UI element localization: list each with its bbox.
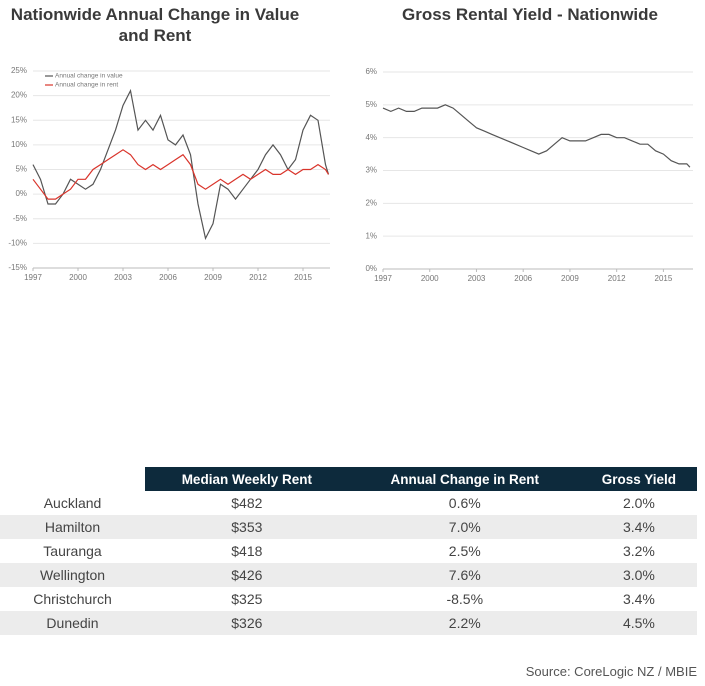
table-cell: $418 [231,543,263,559]
row-label: Wellington [0,563,145,587]
table-cell: $326 [145,611,349,635]
table-cell: $325 [231,591,263,607]
x-tick-label: 2003 [468,274,486,283]
data-line [32,88,330,241]
x-tick-label: 1997 [374,274,392,283]
table-cell: $426 [145,563,349,587]
table-cell: 2.2% [348,611,581,635]
charts: -15% -10% -5% 0% 5% 10% 15% 20% 25% 1997 2000 2003 2… [8,66,693,283]
y-tick-label: 0% [365,264,377,273]
table-row: Auckland $482 0.6% 2.0% [0,491,697,515]
x-tick-label: 1997 [24,273,42,282]
row-label: Auckland [43,495,102,511]
table-cell: 3.0% [580,563,697,587]
chart-title: Nationwide Annual Change in Value and Re… [10,5,300,45]
legend-label: Annual change in value [55,73,123,80]
rent-table: Median Weekly Rent Annual Change in Rent G… [0,467,697,635]
y-tick-label: 15% [11,115,27,124]
table-row: Hamilton $353 7.0% 3.4% [0,515,697,539]
table-row: Wellington $426 7.6% 3.0% [0,563,697,587]
x-tick-label: 2006 [159,273,177,282]
y-tick-label: 0% [15,189,27,198]
table-cell: 7.0% [348,515,581,539]
row-label: Hamilton [0,515,145,539]
header-row: Median Weekly Rent Annual Change in Rent G… [0,467,697,491]
source: Source: CoreLogic NZ / MBIE [525,664,697,679]
table-cell: $482 [231,495,263,511]
table-row: Christchurch $325 -8.5% 3.4% [0,587,697,611]
x-tick-label: 2000 [421,274,439,283]
y-tick-label: 2% [365,198,377,207]
row-label: Christchurch [33,591,112,607]
y-tick-label: 5% [15,165,27,174]
table-cell: 3.4% [622,591,655,607]
row-label: Dunedin [0,611,145,635]
y-tick-label: -15% [8,263,27,272]
table-cell: 7.6% [348,563,581,587]
table-cell: 4.5% [580,611,697,635]
legend-label: Annual change in rent [55,82,118,89]
y-tick-label: 6% [365,67,377,76]
y-tick-label: -5% [13,214,27,223]
table-cell: 3.2% [622,543,655,559]
x-tick-label: 2009 [204,273,222,282]
x-tick-label: 2012 [249,273,267,282]
row-label: Tauranga [43,543,102,559]
column-header: Annual Change in Rent [348,467,581,491]
table-row: Tauranga $418 2.5% 3.2% [0,539,697,563]
x-tick-label: 2015 [294,273,312,282]
column-header: Gross Yield [580,467,697,491]
chart-title: Gross Rental Yield - Nationwide [402,5,658,24]
y-tick-label: 20% [11,91,27,100]
x-tick-label: 2006 [514,274,532,283]
table-cell: 2.5% [448,543,481,559]
column-header: Median Weekly Rent [145,467,349,491]
y-tick-label: 10% [11,140,27,149]
table-row: Dunedin $326 2.2% 4.5% [0,611,697,635]
x-tick-label: 2000 [69,273,87,282]
y-tick-label: 1% [365,231,377,240]
x-tick-label: 2009 [561,274,579,283]
y-tick-label: 4% [365,133,377,142]
x-tick-label: 2012 [608,274,626,283]
table-cell: -8.5% [446,591,484,607]
table-cell: 2.0% [622,495,655,511]
data-line [382,104,691,168]
y-tick-label: 5% [365,100,377,109]
x-tick-label: 2003 [114,273,132,282]
table-cell: $353 [145,515,349,539]
table-cell: 0.6% [448,495,481,511]
y-tick-label: 3% [365,166,377,175]
y-tick-label: -10% [8,238,27,247]
y-tick-label: 25% [11,66,27,75]
table-cell: 3.4% [580,515,697,539]
data-line [32,149,330,200]
x-tick-label: 2015 [655,274,673,283]
